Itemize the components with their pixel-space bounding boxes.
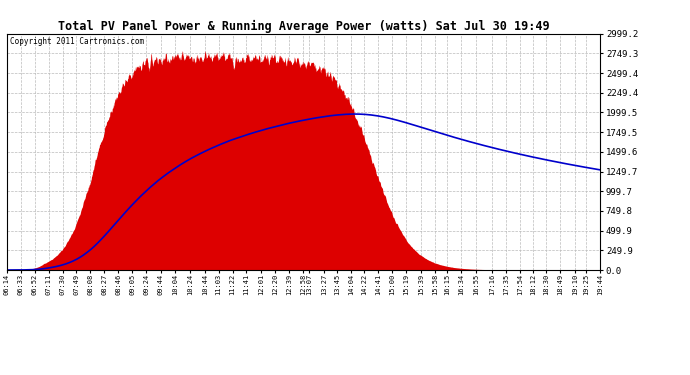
Title: Total PV Panel Power & Running Average Power (watts) Sat Jul 30 19:49: Total PV Panel Power & Running Average P…	[58, 20, 549, 33]
Text: Copyright 2011 Cartronics.com: Copyright 2011 Cartronics.com	[10, 37, 144, 46]
